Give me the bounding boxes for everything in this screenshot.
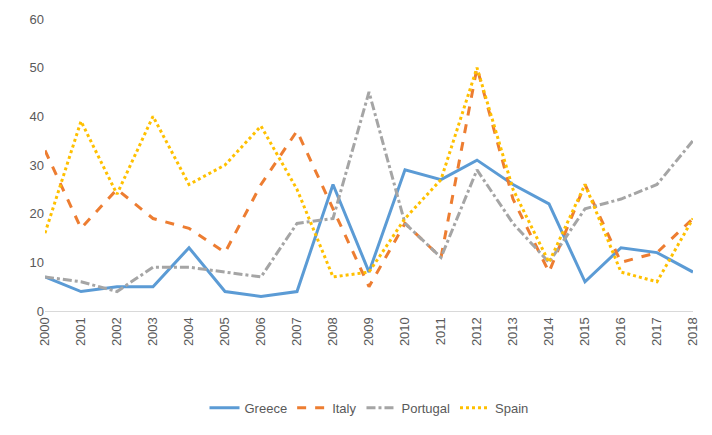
svg-text:60: 60 [30,12,44,27]
svg-text:2002: 2002 [109,317,124,346]
svg-text:0: 0 [37,304,44,319]
svg-text:2010: 2010 [397,317,412,346]
svg-text:2008: 2008 [325,317,340,346]
svg-text:50: 50 [30,60,44,75]
svg-text:20: 20 [30,206,44,221]
svg-text:40: 40 [30,109,44,124]
svg-text:2003: 2003 [145,317,160,346]
svg-text:30: 30 [30,158,44,173]
svg-text:10: 10 [30,255,44,270]
svg-text:2007: 2007 [289,317,304,346]
svg-text:2005: 2005 [217,317,232,346]
svg-text:2013: 2013 [505,317,520,346]
svg-text:2016: 2016 [613,317,628,346]
svg-text:Spain: Spain [495,401,528,416]
svg-text:Portugal: Portugal [401,401,450,416]
svg-text:2000: 2000 [37,317,52,346]
svg-text:2004: 2004 [181,317,196,346]
svg-text:2018: 2018 [685,317,700,346]
svg-text:Italy: Italy [332,401,356,416]
svg-text:2006: 2006 [253,317,268,346]
svg-text:2015: 2015 [577,317,592,346]
svg-text:2001: 2001 [73,317,88,346]
svg-text:2017: 2017 [649,317,664,346]
svg-text:2012: 2012 [469,317,484,346]
svg-text:2011: 2011 [433,317,448,345]
svg-text:2014: 2014 [541,317,556,346]
svg-text:Greece: Greece [245,401,288,416]
svg-text:2009: 2009 [361,317,376,346]
